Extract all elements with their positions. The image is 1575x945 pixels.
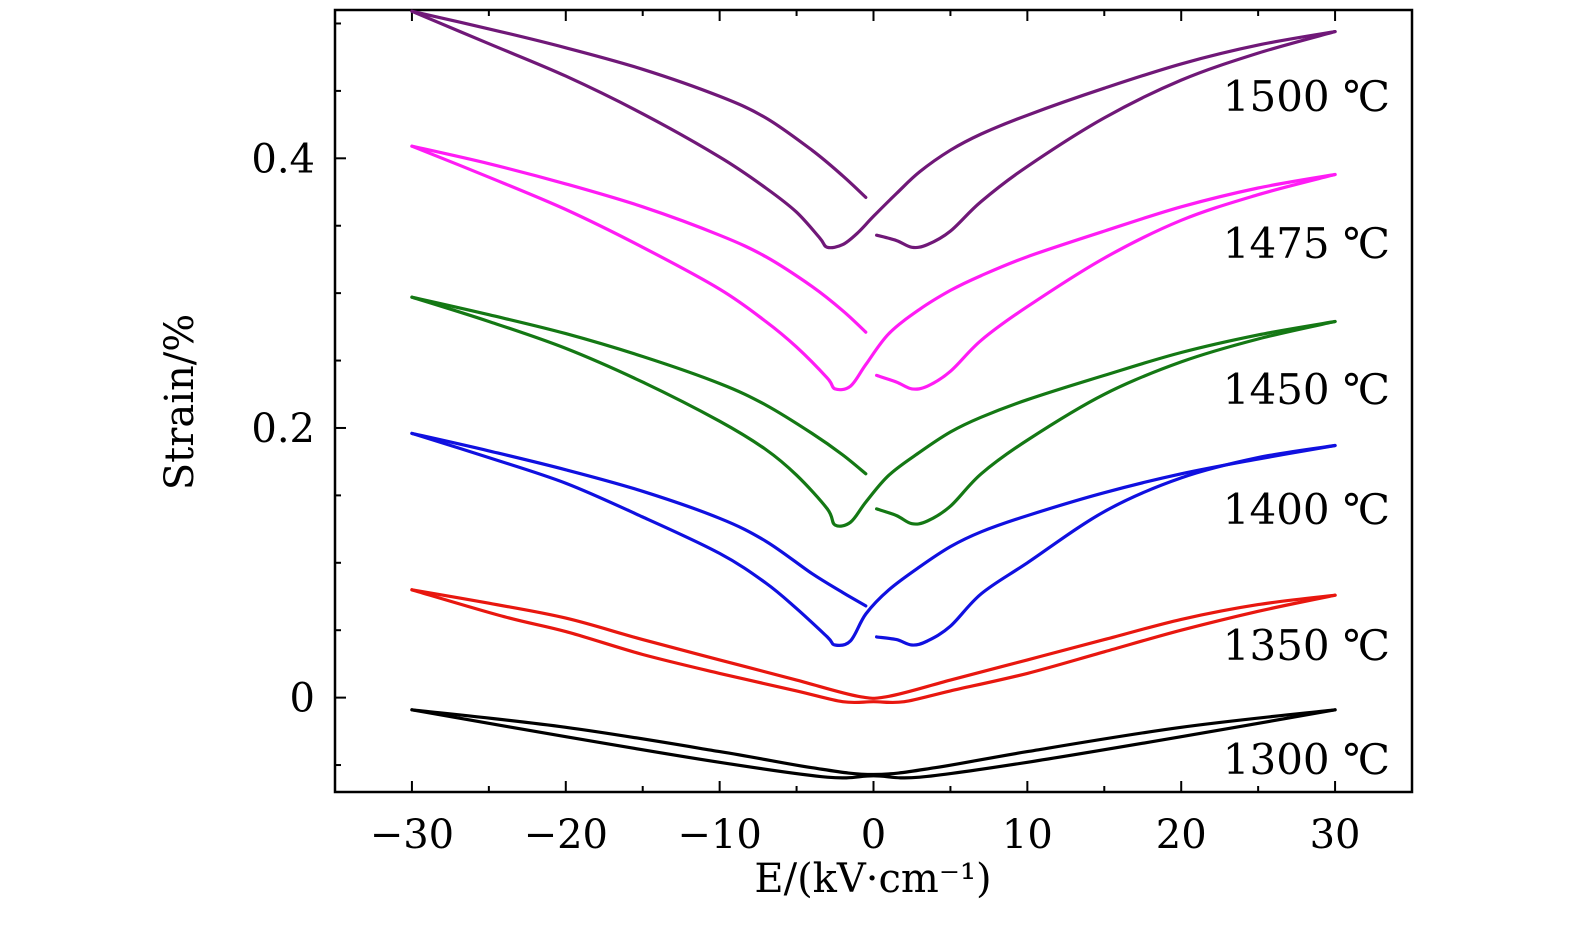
series-curve-stub (875, 172, 1337, 391)
x-tick-label: 20 (1156, 812, 1207, 858)
x-tick-label: −10 (677, 812, 761, 858)
series-curve-stub (875, 30, 1337, 250)
x-axis-label: E/(kV·cm⁻¹) (754, 856, 991, 902)
series-0 (410, 708, 1337, 780)
y-axis-label: Strain/% (157, 314, 203, 490)
x-tick-label: −20 (524, 812, 608, 858)
series-curve-inner (410, 708, 1337, 777)
series-curve-outer (410, 295, 1337, 528)
series-1 (410, 588, 1337, 705)
y-tick-label: 0.4 (251, 136, 315, 182)
strain-curves (410, 9, 1337, 780)
series-curve-inner (410, 295, 868, 476)
series-curve-stub (875, 443, 1337, 647)
axis-ticks (335, 10, 1337, 792)
y-tick-label: 0 (290, 676, 315, 722)
series-curve-inner (410, 9, 868, 199)
series-label: 1400 ℃ (1223, 485, 1390, 534)
x-tick-label: −30 (370, 812, 454, 858)
series-2 (410, 431, 1337, 648)
series-curve-outer (410, 144, 1337, 392)
series-curve-outer (410, 9, 1337, 250)
series-label: 1350 ℃ (1223, 621, 1390, 670)
series-4 (410, 144, 1337, 392)
axis-tick-labels: −30 −20 −10 0 10 20 30 0 0.2 0.4 (251, 136, 1360, 858)
series-curve-inner (410, 431, 868, 608)
series-curve-inner (410, 144, 868, 334)
series-curve-inner (410, 588, 1337, 700)
y-tick-label: 0.2 (251, 406, 315, 452)
series-5 (410, 9, 1337, 250)
x-tick-label: 0 (861, 812, 886, 858)
series-label: 1500 ℃ (1223, 72, 1390, 121)
x-tick-label: 30 (1310, 812, 1361, 858)
series-labels: 1300 ℃ 1350 ℃ 1400 ℃ 1450 ℃ 1475 ℃ 1500 ℃ (1223, 72, 1390, 784)
series-label: 1475 ℃ (1223, 219, 1390, 268)
x-tick-label: 10 (1002, 812, 1053, 858)
series-3 (410, 295, 1337, 528)
series-curve-outer (410, 588, 1337, 705)
series-label: 1300 ℃ (1223, 735, 1390, 784)
series-curve-stub (875, 319, 1337, 526)
series-label: 1450 ℃ (1223, 365, 1390, 414)
series-curve-outer (410, 431, 1337, 648)
series-curve-outer (410, 708, 1337, 780)
